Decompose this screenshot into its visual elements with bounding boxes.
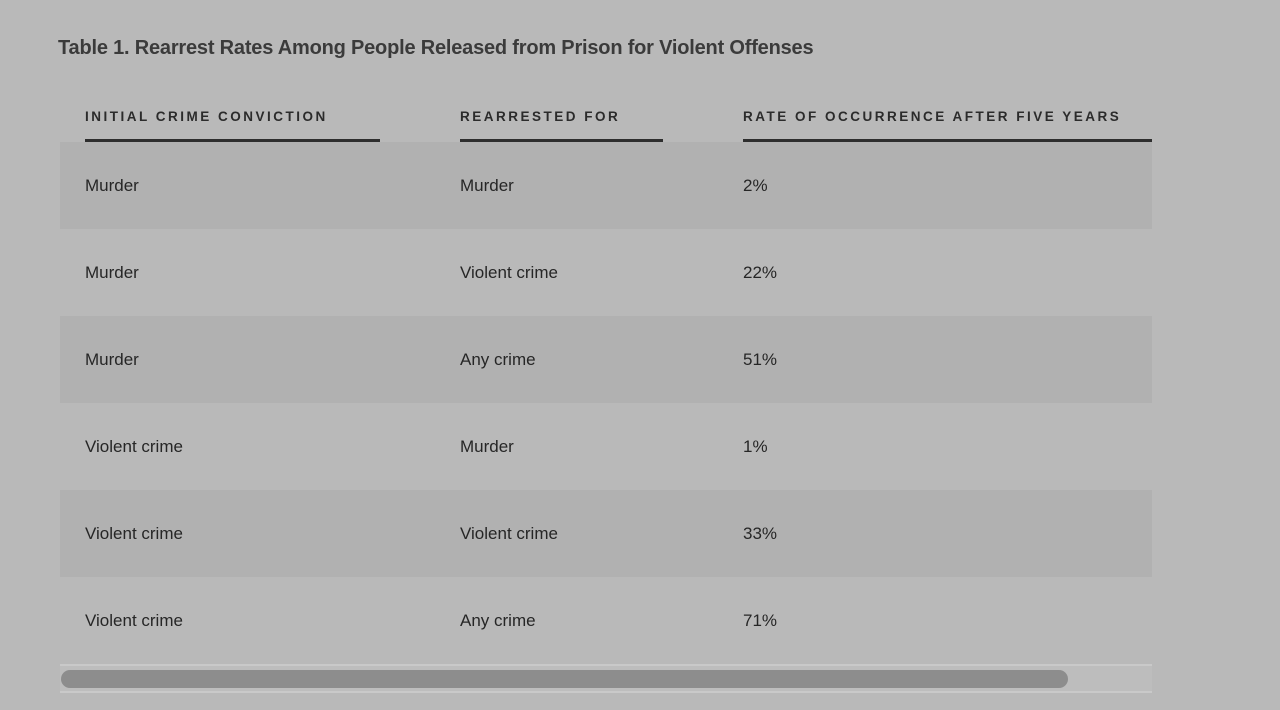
column-header-initial-crime: INITIAL CRIME CONVICTION	[85, 110, 460, 142]
column-header-label: INITIAL CRIME CONVICTION	[85, 110, 380, 142]
column-header-rearrested-for: REARRESTED FOR	[460, 110, 743, 142]
initial-crime-cell: Murder	[85, 175, 139, 195]
rate-cell: 1%	[743, 436, 768, 456]
horizontal-scrollbar-track[interactable]	[60, 664, 1152, 693]
rearrested-for-cell: Violent crime	[460, 262, 558, 282]
initial-crime-cell: Violent crime	[85, 523, 183, 543]
horizontal-scrollbar-thumb[interactable]	[61, 670, 1068, 688]
column-header-label: REARRESTED FOR	[460, 110, 663, 142]
table-row: Murder Murder 2%	[60, 142, 1152, 229]
rearrested-for-cell: Any crime	[460, 610, 536, 630]
table-row: Violent crime Murder 1%	[60, 403, 1152, 490]
table-header-row: INITIAL CRIME CONVICTION REARRESTED FOR …	[60, 110, 1152, 142]
table-row: Murder Violent crime 22%	[60, 229, 1152, 316]
table-row: Violent crime Violent crime 33%	[60, 490, 1152, 577]
rate-cell: 2%	[743, 175, 768, 195]
column-header-rate: RATE OF OCCURRENCE AFTER FIVE YEARS	[743, 110, 1152, 142]
table-title: Table 1. Rearrest Rates Among People Rel…	[58, 37, 814, 59]
column-header-label: RATE OF OCCURRENCE AFTER FIVE YEARS	[743, 110, 1152, 142]
initial-crime-cell: Murder	[85, 349, 139, 369]
rate-cell: 51%	[743, 349, 778, 369]
table-body: Murder Murder 2% Murder Violent crime 22…	[60, 142, 1152, 664]
initial-crime-cell: Violent crime	[85, 610, 183, 630]
rearrested-for-cell: Any crime	[460, 349, 536, 369]
rearrested-for-cell: Murder	[460, 175, 514, 195]
table-row: Murder Any crime 51%	[60, 316, 1152, 403]
rate-cell: 71%	[743, 610, 778, 630]
initial-crime-cell: Violent crime	[85, 436, 183, 456]
rearrested-for-cell: Murder	[460, 436, 514, 456]
rate-cell: 22%	[743, 262, 778, 282]
initial-crime-cell: Murder	[85, 262, 139, 282]
table-row: Violent crime Any crime 71%	[60, 577, 1152, 664]
rate-cell: 33%	[743, 523, 778, 543]
rearrested-for-cell: Violent crime	[460, 523, 558, 543]
